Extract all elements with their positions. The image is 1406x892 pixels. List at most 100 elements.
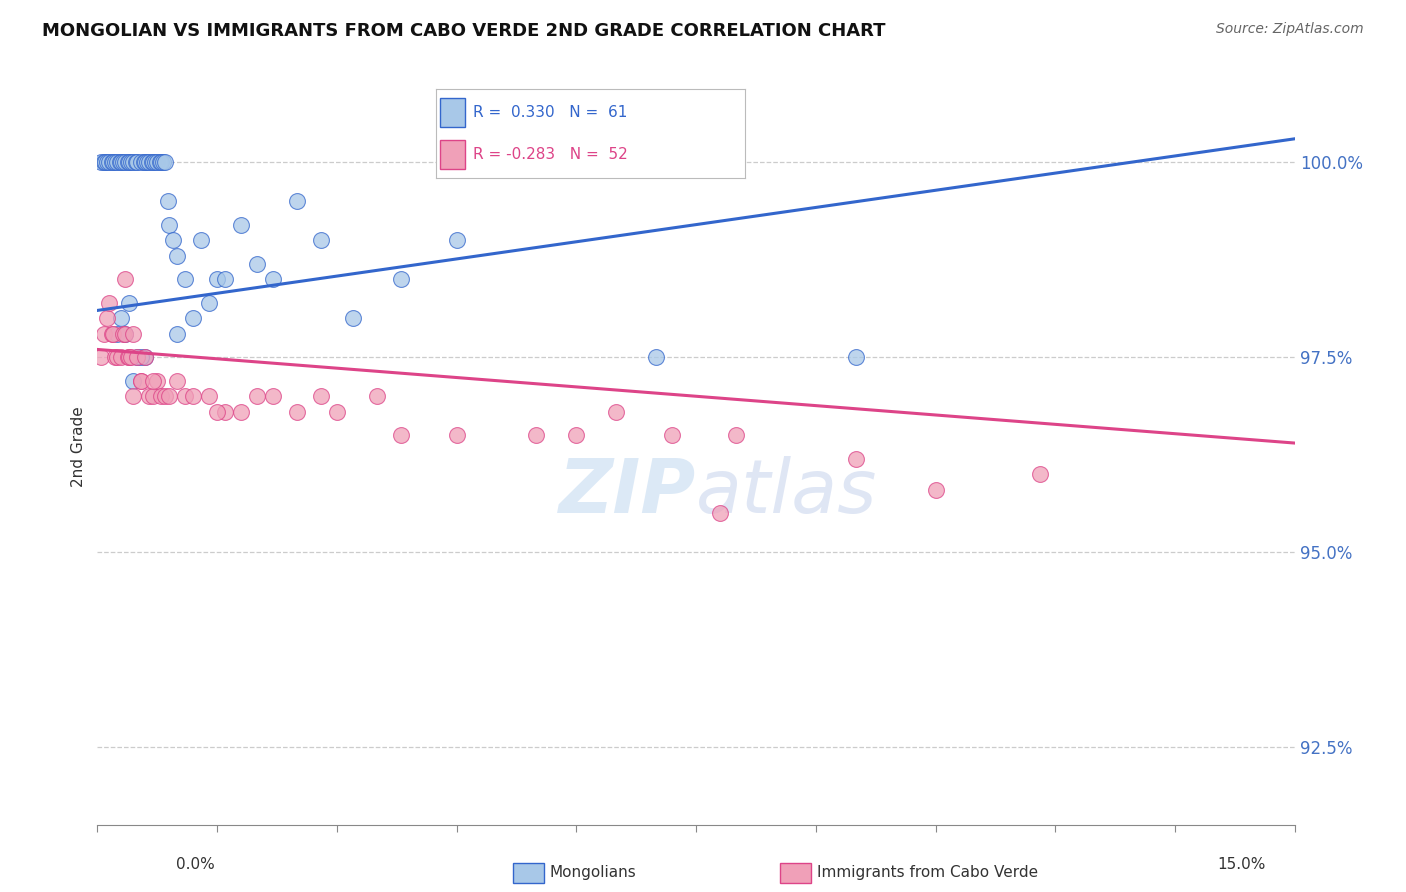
Point: [1028, 467, 1050, 482]
Point: [103, 155, 125, 169]
Point: [181, 311, 204, 326]
Point: [162, 233, 184, 247]
Point: [129, 155, 152, 169]
Point: [150, 389, 173, 403]
Text: R = -0.283   N =  52: R = -0.283 N = 52: [472, 147, 627, 162]
Point: [166, 249, 188, 263]
Point: [110, 351, 132, 365]
FancyBboxPatch shape: [440, 98, 465, 127]
Point: [141, 155, 163, 169]
Point: [129, 374, 152, 388]
Point: [90, 155, 112, 169]
Point: [142, 155, 165, 169]
Point: [100, 326, 122, 341]
Point: [93, 155, 115, 169]
Point: [142, 374, 165, 388]
Point: [526, 428, 548, 442]
Point: [135, 155, 157, 169]
Point: [117, 351, 139, 365]
Point: [117, 155, 139, 169]
Point: [146, 374, 169, 388]
Point: [246, 389, 269, 403]
Point: [709, 506, 731, 520]
Point: [205, 272, 228, 286]
Point: [309, 389, 332, 403]
Point: [285, 194, 308, 209]
Point: [114, 155, 136, 169]
Point: [166, 326, 188, 341]
Point: [108, 155, 131, 169]
Point: [138, 389, 160, 403]
Point: [98, 295, 121, 310]
Point: [105, 155, 128, 169]
Point: [326, 405, 349, 419]
Point: [446, 428, 468, 442]
Text: atlas: atlas: [696, 457, 877, 528]
Text: 0.0%: 0.0%: [176, 857, 215, 872]
Point: [124, 155, 146, 169]
Point: [157, 218, 180, 232]
Point: [605, 405, 627, 419]
Point: [98, 155, 121, 169]
Point: [174, 272, 197, 286]
Point: [198, 295, 221, 310]
Point: [214, 405, 236, 419]
Point: [155, 389, 177, 403]
Point: [845, 351, 868, 365]
Point: [96, 311, 118, 326]
Point: [262, 389, 284, 403]
Point: [143, 155, 166, 169]
Point: [118, 351, 141, 365]
Point: [104, 351, 127, 365]
Point: [725, 428, 748, 442]
Point: [134, 155, 156, 169]
Point: [142, 389, 165, 403]
Point: [205, 405, 228, 419]
Point: [111, 155, 134, 169]
Point: [389, 272, 412, 286]
Point: [198, 389, 221, 403]
Point: [214, 272, 236, 286]
Point: [157, 389, 180, 403]
Point: [446, 233, 468, 247]
Point: [262, 272, 284, 286]
Point: [103, 326, 125, 341]
Point: [120, 155, 142, 169]
Point: [229, 218, 252, 232]
Point: [152, 155, 174, 169]
Point: [120, 351, 142, 365]
Point: [645, 351, 668, 365]
Point: [118, 295, 141, 310]
Point: [661, 428, 683, 442]
Point: [122, 155, 145, 169]
Text: Source: ZipAtlas.com: Source: ZipAtlas.com: [1216, 22, 1364, 37]
Text: MONGOLIAN VS IMMIGRANTS FROM CABO VERDE 2ND GRADE CORRELATION CHART: MONGOLIAN VS IMMIGRANTS FROM CABO VERDE …: [42, 22, 886, 40]
Point: [110, 155, 132, 169]
Point: [166, 374, 188, 388]
Point: [96, 155, 118, 169]
Point: [925, 483, 948, 497]
Point: [114, 326, 136, 341]
Point: [132, 155, 155, 169]
Point: [155, 155, 177, 169]
Point: [93, 326, 115, 341]
Point: [389, 428, 412, 442]
Point: [309, 233, 332, 247]
Point: [174, 389, 197, 403]
Point: [122, 374, 145, 388]
Point: [104, 155, 127, 169]
Point: [190, 233, 212, 247]
Point: [150, 155, 173, 169]
FancyBboxPatch shape: [440, 140, 465, 169]
Point: [129, 351, 152, 365]
Point: [342, 311, 364, 326]
Point: [100, 155, 122, 169]
Point: [138, 155, 160, 169]
Point: [146, 155, 169, 169]
Point: [246, 257, 269, 271]
Text: 15.0%: 15.0%: [1218, 857, 1265, 872]
Text: Immigrants from Cabo Verde: Immigrants from Cabo Verde: [817, 865, 1038, 880]
Point: [105, 326, 128, 341]
Point: [127, 351, 149, 365]
Text: ZIP: ZIP: [560, 456, 696, 529]
